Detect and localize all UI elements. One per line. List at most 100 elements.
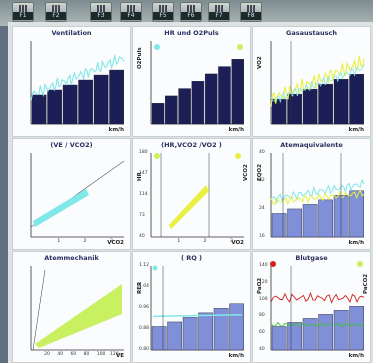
panel-8[interactable]: ( RQ ) km/h RER 1.12 1.04 0.96 0.88 0.80 bbox=[132, 251, 251, 363]
tick-label: 32 bbox=[259, 178, 265, 183]
tick-label: 60 bbox=[259, 330, 265, 336]
panel-title: Ventilation bbox=[51, 29, 92, 37]
bar bbox=[31, 94, 47, 125]
bar bbox=[78, 79, 94, 125]
panel-9[interactable]: Blutgase km/h PaO2 PaCO2 140 120 100 80 60 40 bbox=[252, 251, 371, 363]
bar bbox=[302, 88, 318, 125]
panel-3[interactable]: Gasaustausch km/h VO2 bbox=[252, 26, 371, 137]
tick-label: 140 bbox=[259, 263, 268, 268]
bar bbox=[287, 93, 303, 125]
toolbar-button-3[interactable]: F3 bbox=[90, 2, 112, 22]
grid-icon bbox=[52, 5, 61, 12]
eq-line bbox=[270, 189, 365, 205]
grid-icon bbox=[247, 5, 256, 12]
tick-label: 3 bbox=[110, 239, 113, 244]
toolbar-button-6[interactable]: F6 bbox=[180, 2, 202, 22]
panel-1[interactable]: Ventilation km/h bbox=[12, 26, 131, 137]
grid-icon bbox=[19, 5, 28, 12]
x-axis-unit: VO2 bbox=[231, 240, 244, 246]
tick-label: 80 bbox=[259, 313, 265, 319]
panel-title: HR und O2Puls bbox=[164, 29, 219, 37]
legend-marker bbox=[154, 44, 160, 50]
toolbar-button-7[interactable]: F7 bbox=[208, 2, 230, 22]
data-cloud bbox=[33, 189, 89, 227]
tick-label: 2 bbox=[203, 239, 207, 244]
toolbar-button-2[interactable]: F2 bbox=[45, 2, 67, 22]
panel-4[interactable]: (VE / VCO2) VCO2 1 2 3 bbox=[12, 138, 131, 250]
panel-plot bbox=[270, 261, 365, 351]
vco2-line bbox=[270, 63, 365, 104]
tick-label: 80 bbox=[83, 352, 90, 357]
bar bbox=[198, 312, 214, 351]
bar bbox=[333, 78, 349, 125]
panel-2[interactable]: HR und O2Puls km/h O2Puls bbox=[132, 26, 251, 137]
bar bbox=[178, 88, 191, 125]
bar bbox=[151, 103, 165, 125]
toolbar-button-label: F8 bbox=[241, 12, 261, 20]
tick-label: 73 bbox=[139, 213, 145, 218]
x-axis-unit: km/h bbox=[348, 127, 364, 133]
bar bbox=[349, 306, 365, 351]
bar bbox=[318, 199, 334, 238]
legend-marker bbox=[357, 261, 363, 267]
tick-label: 40 bbox=[139, 234, 145, 239]
tick-label: 100 bbox=[96, 352, 106, 357]
toolbar-button-label: F5 bbox=[153, 12, 173, 20]
legend-marker bbox=[235, 153, 241, 159]
grid-icon bbox=[127, 5, 136, 12]
panel-5[interactable]: (HR,VCO2 /VO2 ) VO2 HR VCO2 180 147 114 73 40 1 2 3 bbox=[132, 138, 251, 250]
ventilation-line bbox=[30, 55, 125, 101]
bar bbox=[302, 318, 318, 351]
x-axis-unit: km/h bbox=[108, 127, 124, 133]
bar bbox=[231, 59, 245, 125]
vo2-line bbox=[270, 55, 365, 107]
bar bbox=[271, 98, 287, 125]
tick-label: 1 bbox=[177, 239, 181, 244]
x-axis-unit: km/h bbox=[228, 127, 244, 133]
toolbar-button-4[interactable]: F4 bbox=[120, 2, 142, 22]
toolbar-button-label: F1 bbox=[13, 12, 33, 20]
x-axis-unit: VE bbox=[115, 353, 124, 359]
pao2-line bbox=[270, 291, 365, 304]
grid-icon bbox=[97, 5, 106, 12]
bar bbox=[271, 326, 287, 351]
tick-label: 40 bbox=[259, 150, 265, 155]
tick-label: 180 bbox=[139, 150, 148, 155]
toolbar-button-1[interactable]: F1 bbox=[12, 2, 34, 22]
data-cloud bbox=[169, 185, 209, 229]
tick-label: 24 bbox=[259, 206, 265, 211]
bar bbox=[191, 81, 205, 125]
panel-plot bbox=[30, 266, 124, 351]
panel-title: Atemaquivalente bbox=[280, 141, 343, 149]
panel-plot bbox=[270, 41, 365, 125]
x-axis-unit: km/h bbox=[348, 353, 364, 359]
toolbar-button-label: F7 bbox=[209, 12, 229, 20]
bar bbox=[47, 89, 63, 125]
y2-axis-unit: PaCO2 bbox=[363, 273, 369, 294]
tick-label: 3 bbox=[230, 239, 233, 244]
panel-title: Gasaustausch bbox=[286, 29, 337, 37]
bar bbox=[109, 69, 125, 125]
bar bbox=[287, 208, 303, 238]
legend-marker bbox=[154, 153, 160, 159]
tick-label: 147 bbox=[139, 171, 148, 176]
x-axis-unit: km/h bbox=[348, 240, 364, 246]
panel-7[interactable]: Atemmechanik VE 20 40 60 80 100 120 bbox=[12, 251, 131, 363]
toolbar-button-8[interactable]: F8 bbox=[240, 2, 262, 22]
bar bbox=[349, 74, 365, 125]
tick-label: 100 bbox=[259, 296, 268, 302]
rq-line bbox=[152, 313, 243, 318]
bar bbox=[349, 190, 365, 238]
legend-marker bbox=[152, 265, 158, 271]
toolbar-button-label: F6 bbox=[181, 12, 201, 20]
x-axis-unit: VCO2 bbox=[107, 240, 124, 246]
grid-icon bbox=[159, 5, 168, 12]
toolbar-button-5[interactable]: F5 bbox=[152, 2, 174, 22]
panel-plot bbox=[270, 153, 365, 238]
tick-label: 2 bbox=[83, 239, 87, 244]
tick-label: 120 bbox=[259, 279, 268, 285]
tick-label: 0.80 bbox=[139, 347, 150, 352]
grid-icon bbox=[187, 5, 196, 12]
panel-6[interactable]: Atemaquivalente km/h EQO2 40 32 24 16 bbox=[252, 138, 371, 250]
flow-area bbox=[35, 284, 122, 348]
